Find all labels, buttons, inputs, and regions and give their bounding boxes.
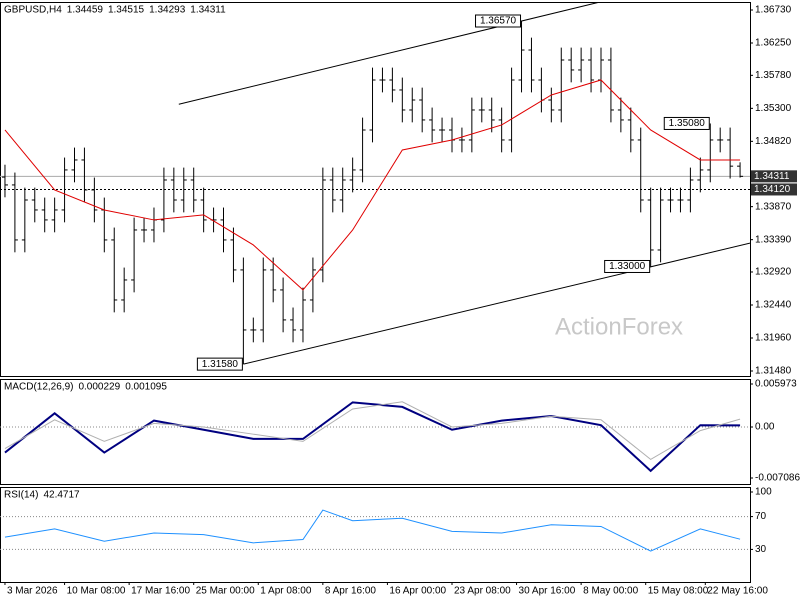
x-tick-label: 30 Apr 16:00 xyxy=(519,586,576,597)
x-tick-label: 1 Apr 08:00 xyxy=(260,586,312,597)
price-label-box xyxy=(751,170,797,183)
y-tick-label: 1.31480 xyxy=(755,366,792,377)
plot-area xyxy=(0,509,750,552)
header-value: 42.4717 xyxy=(43,490,80,501)
panel-title: MACD(12,26,9) xyxy=(4,382,73,393)
x-tick-label: 3 Mar 2026 xyxy=(7,586,58,597)
y-tick-label: 30 xyxy=(755,544,767,555)
panel-title: GBPUSD,H4 xyxy=(4,5,62,16)
y-tick-label: 0.005973 xyxy=(755,379,797,390)
y-tick-label: 1.33390 xyxy=(755,234,792,245)
y-tick-label: 1.31960 xyxy=(755,333,792,344)
trendline xyxy=(178,2,602,105)
x-tick-label: 25 Mar 00:00 xyxy=(196,586,255,597)
trendline xyxy=(243,242,750,365)
panel-title: RSI(14) xyxy=(4,490,38,501)
moving-average xyxy=(4,79,741,291)
macd-panel xyxy=(0,379,751,485)
watermark: ActionForex xyxy=(555,313,683,340)
y-tick-label: 70 xyxy=(755,511,767,522)
y-tick-label: 1.35780 xyxy=(755,70,792,81)
indicator-line xyxy=(4,401,741,460)
y-tick-label: 1.32440 xyxy=(755,300,792,311)
y-tick-label: 1.33870 xyxy=(755,201,792,212)
annotation-label: 1.36570 xyxy=(480,16,517,27)
y-tick-label: 100 xyxy=(755,487,772,498)
level-label: 1.34120 xyxy=(754,184,791,195)
x-tick-label: 23 Apr 08:00 xyxy=(454,586,511,597)
annotation-label: 1.31580 xyxy=(202,359,239,370)
y-tick-label: 1.36730 xyxy=(755,5,792,16)
indicator-line xyxy=(4,401,741,473)
x-tick-label: 8 Apr 16:00 xyxy=(325,586,377,597)
price-label: 1.34311 xyxy=(754,171,790,182)
header-value: 0.001095 xyxy=(125,382,167,393)
header-value: 1.34515 xyxy=(108,5,145,16)
annotation-box xyxy=(475,14,522,28)
plot-area xyxy=(0,401,750,473)
annotation-label: 1.35080 xyxy=(669,118,706,129)
annotation-box xyxy=(604,259,651,273)
annotation-box xyxy=(196,357,243,371)
annotation-box xyxy=(663,116,710,130)
x-tick-label: 17 Mar 16:00 xyxy=(131,586,190,597)
annotation-label: 1.33000 xyxy=(609,261,646,272)
x-tick-label: 8 May 00:00 xyxy=(583,586,638,597)
y-tick-label: 1.35300 xyxy=(755,103,792,114)
header-value: 1.34459 xyxy=(67,5,104,16)
x-tick-label: 22 May 16:00 xyxy=(707,586,768,597)
x-tick-label: 10 Mar 08:00 xyxy=(67,586,126,597)
y-tick-label: 1.34820 xyxy=(755,136,792,147)
x-tick-label: 15 May 08:00 xyxy=(648,586,709,597)
rsi-panel xyxy=(0,487,751,583)
y-tick-label: 0.00 xyxy=(755,422,775,433)
plot-area xyxy=(0,2,750,365)
indicator-line xyxy=(4,509,741,552)
header-value: 0.000229 xyxy=(78,382,120,393)
y-tick-label: 1.36250 xyxy=(755,38,792,49)
level-label-box xyxy=(751,183,797,196)
y-tick-label: 1.32920 xyxy=(755,267,792,278)
x-tick-label: 16 Apr 00:00 xyxy=(389,586,446,597)
header-value: 1.34311 xyxy=(190,5,226,16)
header-value: 1.34293 xyxy=(149,5,186,16)
y-tick-label: -0.007086 xyxy=(755,473,800,484)
